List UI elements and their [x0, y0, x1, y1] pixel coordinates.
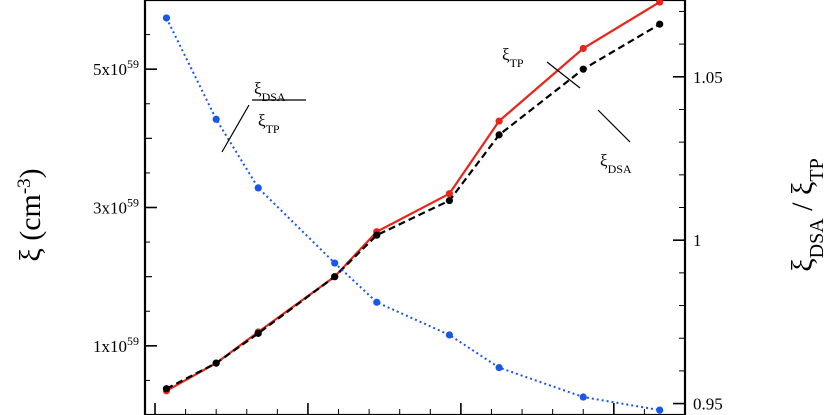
data-point-0 — [656, 0, 664, 6]
annotation-tp: ξTP — [502, 45, 581, 89]
data-point-1 — [656, 20, 664, 28]
right-axis-title-sub1: DSA — [806, 218, 828, 259]
data-point-2 — [495, 364, 503, 372]
left-tick-exponent: 59 — [127, 57, 139, 71]
left-axis-title: ξ (cm-3) — [14, 168, 48, 261]
data-point-2 — [579, 393, 587, 401]
data-point-2 — [212, 115, 220, 123]
right-axis-title-xi1: ξ — [786, 258, 819, 271]
annotation-dsa-leader — [597, 109, 631, 143]
right-axis-title-sep: / — [786, 195, 819, 218]
data-point-2 — [373, 298, 381, 306]
svg-text:ξTP: ξTP — [258, 111, 280, 136]
data-point-1 — [212, 359, 220, 367]
left-tick-mantissa: 3x10 — [93, 199, 127, 218]
data-point-0 — [445, 190, 454, 198]
right-axis-title-xi2: ξ — [786, 182, 819, 195]
left-tick-mantissa: 5x10 — [93, 60, 127, 79]
right-tick-label: 1.05 — [693, 68, 723, 87]
right-axis-title: ξDSA / ξTP — [786, 158, 828, 271]
left-tick-label: 1x1059 — [93, 334, 139, 356]
series-line-2 — [165, 17, 660, 412]
left-axis-title-close: ) — [14, 168, 47, 178]
svg-text:ξDSA: ξDSA — [600, 151, 632, 176]
data-point-2 — [254, 184, 262, 192]
left-tick-exponent: 59 — [127, 196, 139, 210]
data-point-1 — [162, 385, 171, 393]
annotation-ratio-num-sub: DSA — [262, 90, 286, 104]
annotation-dsa-xi: ξ — [600, 151, 608, 170]
data-point-2 — [445, 331, 454, 339]
left-tick-label: 3x1059 — [93, 196, 139, 218]
annotation-tp-sub: TP — [510, 56, 524, 70]
annotation-ratio-den-sub: TP — [266, 122, 280, 136]
data-point-0 — [579, 44, 587, 53]
right-axis-title-sub2: TP — [806, 158, 828, 181]
annotation-ratio-num-xi: ξ — [254, 79, 262, 98]
right-tick-label: 0.95 — [693, 395, 723, 414]
left-tick-label: 5x1059 — [93, 57, 139, 79]
data-point-1 — [331, 273, 339, 281]
data-point-1 — [373, 231, 381, 239]
data-point-0 — [495, 117, 503, 125]
series-layer — [162, 0, 664, 414]
annotation-ratio-leader — [221, 104, 250, 153]
right-tick-label: 1 — [693, 231, 702, 250]
series-line-1 — [165, 23, 661, 390]
left-axis-title-main: ξ (cm — [14, 194, 47, 262]
data-point-1 — [445, 196, 454, 205]
plot-frame — [143, 0, 687, 415]
annotation-dsa-sub: DSA — [608, 162, 632, 176]
annotation-tp-leader — [546, 61, 581, 89]
data-point-1 — [579, 65, 587, 73]
data-point-1 — [495, 131, 503, 139]
left-axis-title-exp: -3 — [14, 178, 35, 194]
data-point-2 — [656, 406, 664, 414]
annotation-ratio-den-xi: ξ — [258, 111, 266, 130]
data-point-2 — [162, 14, 171, 22]
annotation-tp-xi: ξ — [502, 45, 510, 64]
left-tick-mantissa: 1x10 — [93, 337, 127, 356]
left-tick-exponent: 59 — [127, 334, 139, 348]
svg-text:ξTP: ξTP — [502, 45, 524, 70]
annotation-dsa: ξDSA — [597, 109, 632, 176]
data-point-1 — [254, 329, 262, 337]
data-point-2 — [331, 259, 339, 267]
series-line-0 — [165, 1, 661, 392]
annotation-ratio: ξDSA ξTP — [221, 79, 306, 153]
